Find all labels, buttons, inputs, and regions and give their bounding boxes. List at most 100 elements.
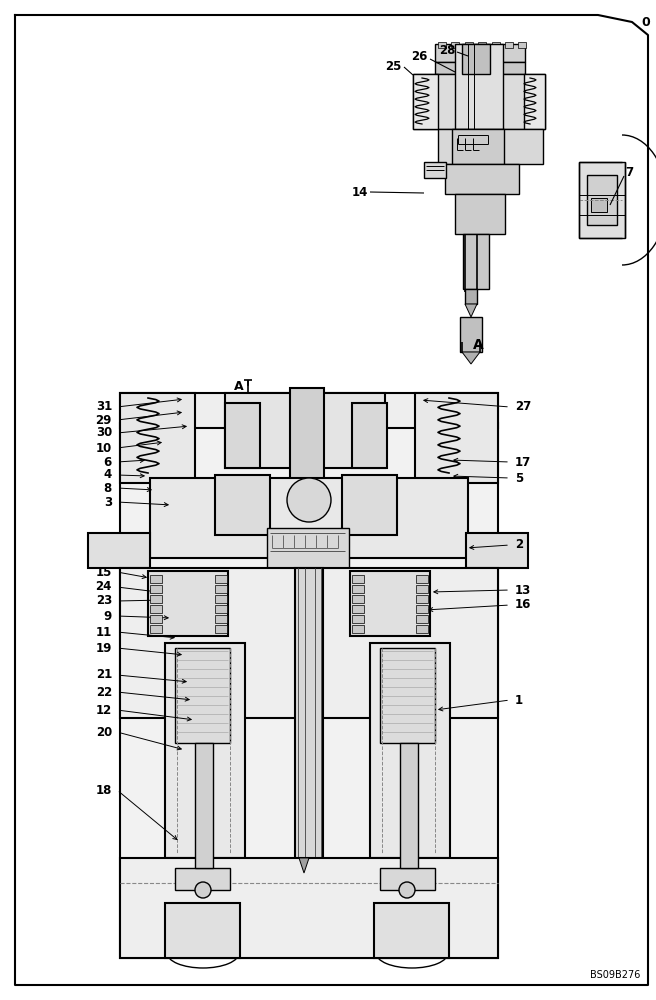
Bar xyxy=(505,42,513,48)
Bar xyxy=(352,605,364,613)
Bar xyxy=(295,568,323,878)
Bar xyxy=(524,74,545,129)
Bar xyxy=(215,575,227,583)
Bar xyxy=(438,129,543,164)
Bar xyxy=(463,234,489,289)
Bar xyxy=(352,615,364,623)
Bar xyxy=(455,194,505,234)
Bar xyxy=(465,42,473,48)
Text: 10: 10 xyxy=(96,442,112,454)
Polygon shape xyxy=(299,858,309,873)
Bar xyxy=(150,478,468,558)
Bar xyxy=(165,643,245,858)
Bar xyxy=(120,393,498,428)
Bar xyxy=(120,858,498,958)
Bar xyxy=(225,403,260,468)
Bar xyxy=(352,403,387,468)
Text: 12: 12 xyxy=(96,704,112,716)
Circle shape xyxy=(399,882,415,898)
Bar xyxy=(478,42,486,48)
Bar xyxy=(352,625,364,633)
Text: 14: 14 xyxy=(352,186,368,198)
Polygon shape xyxy=(465,304,477,317)
Text: A: A xyxy=(472,338,483,352)
Bar xyxy=(150,595,162,603)
Text: 26: 26 xyxy=(411,50,428,64)
Bar xyxy=(416,605,428,613)
Bar xyxy=(120,393,195,483)
Text: 0: 0 xyxy=(641,15,649,28)
Bar xyxy=(352,595,364,603)
Bar xyxy=(591,198,607,212)
Text: 11: 11 xyxy=(96,626,112,639)
Bar xyxy=(435,62,525,74)
Bar xyxy=(415,393,498,483)
Bar xyxy=(352,575,364,583)
Bar xyxy=(215,615,227,623)
Text: 25: 25 xyxy=(386,60,402,74)
Text: 5: 5 xyxy=(515,472,523,485)
Bar xyxy=(148,571,228,636)
Text: 7: 7 xyxy=(625,165,633,178)
Bar xyxy=(438,42,446,48)
Bar xyxy=(88,533,150,568)
Bar xyxy=(416,625,428,633)
Text: 22: 22 xyxy=(96,686,112,698)
Bar xyxy=(342,475,397,535)
Bar xyxy=(215,625,227,633)
Bar xyxy=(400,743,418,868)
Bar xyxy=(150,575,162,583)
Text: 8: 8 xyxy=(104,482,112,494)
Bar xyxy=(380,868,435,890)
Bar xyxy=(120,568,498,718)
Bar xyxy=(290,388,324,508)
Text: 4: 4 xyxy=(104,468,112,482)
Bar xyxy=(150,625,162,633)
Bar xyxy=(416,595,428,603)
Bar xyxy=(451,42,459,48)
Text: 24: 24 xyxy=(96,580,112,593)
Text: 6: 6 xyxy=(104,456,112,468)
Text: 21: 21 xyxy=(96,668,112,682)
Bar xyxy=(416,575,428,583)
Bar xyxy=(175,868,230,890)
Bar xyxy=(175,648,230,743)
Bar xyxy=(150,585,162,593)
Bar xyxy=(465,289,477,304)
Bar xyxy=(267,528,349,583)
Bar xyxy=(413,74,438,129)
Text: 2: 2 xyxy=(515,538,523,552)
Text: 17: 17 xyxy=(515,456,531,468)
Text: 20: 20 xyxy=(96,726,112,738)
Text: A: A xyxy=(234,380,244,393)
Text: 16: 16 xyxy=(515,598,531,611)
Bar xyxy=(452,129,504,164)
Bar xyxy=(424,162,446,178)
Text: 15: 15 xyxy=(96,566,112,578)
Bar xyxy=(195,743,213,868)
Text: 9: 9 xyxy=(104,609,112,622)
Text: 30: 30 xyxy=(96,426,112,440)
Text: 23: 23 xyxy=(96,594,112,607)
Bar xyxy=(225,393,385,468)
Bar xyxy=(215,585,227,593)
Bar xyxy=(445,164,519,194)
Text: 27: 27 xyxy=(515,400,531,414)
Bar xyxy=(350,571,430,636)
Bar xyxy=(455,44,503,129)
Text: 1: 1 xyxy=(515,694,523,706)
Text: 28: 28 xyxy=(439,43,455,56)
Text: 18: 18 xyxy=(96,784,112,796)
Bar xyxy=(374,903,449,958)
Bar xyxy=(460,317,482,352)
Text: 3: 3 xyxy=(104,495,112,508)
Bar xyxy=(466,533,528,568)
Bar xyxy=(492,42,500,48)
Bar xyxy=(462,44,490,74)
Bar xyxy=(165,903,240,958)
Text: 29: 29 xyxy=(96,414,112,426)
Circle shape xyxy=(287,478,331,522)
Bar xyxy=(380,648,435,743)
Bar xyxy=(370,643,450,858)
Bar xyxy=(413,74,545,129)
